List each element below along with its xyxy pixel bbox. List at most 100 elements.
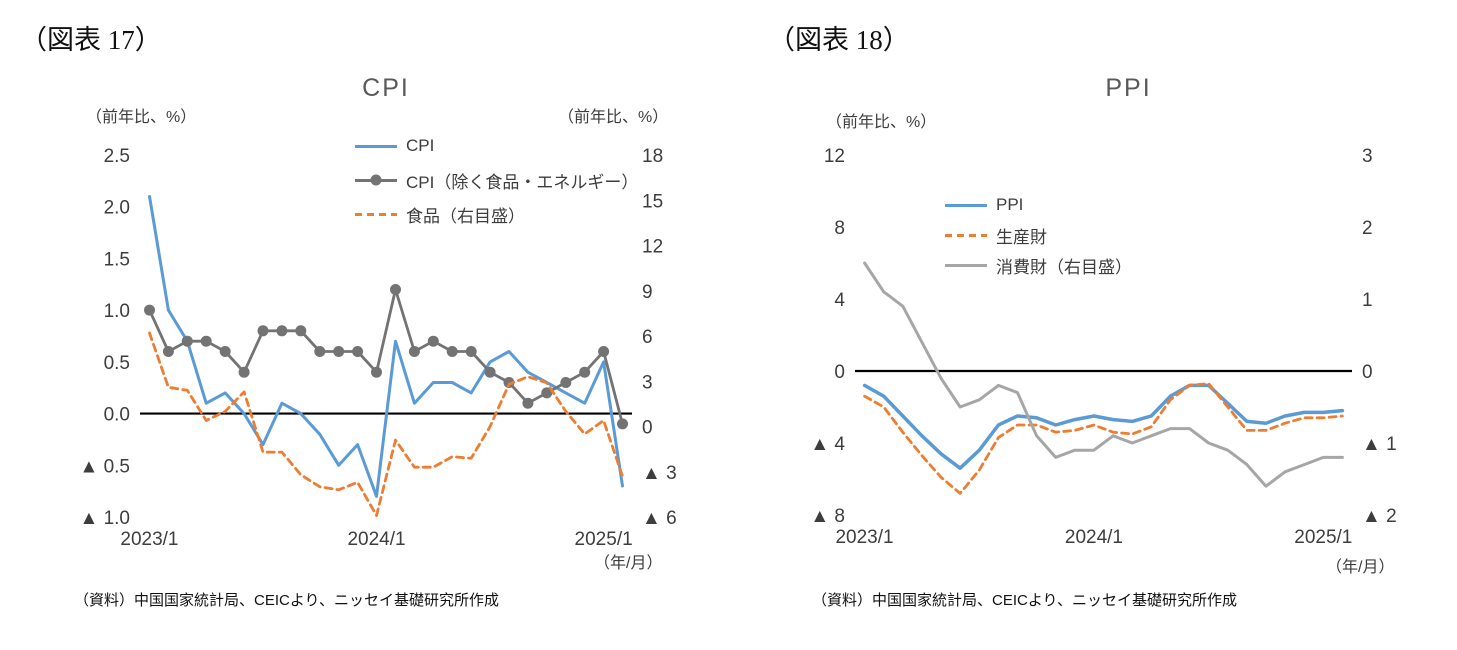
cpi-line [148, 194, 624, 498]
left-axis-tick: 1.0 [104, 301, 130, 322]
right-axis-tick: 6 [642, 327, 653, 348]
right-axis-tick: 15 [642, 191, 663, 212]
core-cpi-marker [408, 346, 420, 357]
figure-17-source: （資料）中国国家統計局、CEICより、ニッセイ基礎研究所作成 [74, 592, 499, 609]
legend-item-cpi: CPI [355, 136, 638, 156]
ppi-line-swatch-icon [945, 203, 987, 207]
core-cpi-marker [162, 346, 174, 357]
core-cpi-markers [144, 284, 628, 430]
core-cpi-marker [427, 335, 439, 347]
left-axis-tick: 12 [824, 146, 845, 167]
core-cpi-marker [617, 418, 628, 430]
right-axis-tick: ▲ 3 [642, 463, 677, 484]
producer-goods-line [863, 382, 1344, 495]
core-cpi-marker [579, 366, 591, 378]
core-cpi-line-swatch-icon [355, 178, 397, 182]
left-axis-tick: ▲ 1.0 [80, 508, 131, 529]
food-line-swatch-icon [355, 212, 397, 216]
core-cpi-marker [522, 397, 534, 409]
cpi-x-axis-unit-label: （年/月） [594, 555, 663, 572]
core-cpi-line [148, 288, 624, 426]
figure-18-panel: 12 8 4 0 ▲ 4 ▲ 8 3 2 1 0 ▲ 1 ▲ 2 2023/1 2024/1 2025/1 … [760, 0, 1457, 650]
right-axis-tick: 3 [642, 372, 653, 393]
right-axis-tick: ▲ 6 [642, 508, 677, 529]
consumer-goods-line [863, 261, 1344, 488]
right-axis-tick: 0 [642, 418, 653, 439]
right-axis-tick: 2 [1362, 218, 1373, 239]
left-axis-tick: ▲ 0.5 [80, 456, 131, 477]
core-cpi-marker [238, 366, 250, 378]
left-axis-tick: 2.5 [104, 146, 130, 167]
right-axis-tick: 0 [1362, 362, 1373, 383]
figure-18-source: （資料）中国国家統計局、CEICより、ニッセイ基礎研究所作成 [812, 592, 1237, 609]
ppi-x-axis-unit-label: （年/月） [1326, 559, 1395, 576]
core-cpi-marker [219, 346, 231, 357]
core-cpi-marker [295, 325, 307, 337]
right-axis-tick: 18 [642, 146, 663, 167]
legend-item-consumer-goods: 消費財（右目盛） [945, 255, 1132, 277]
legend-label-cpi: CPI [406, 136, 435, 155]
ppi-legend: PPI 生産財 消費財（右目盛） [945, 195, 1132, 277]
axis-tick-labels: 12 8 4 0 ▲ 4 ▲ 8 3 2 1 0 ▲ 1 ▲ 2 2023/1 2024/1 2025/1 [810, 146, 1396, 548]
x-axis-tick: 2025/1 [1294, 527, 1352, 548]
right-axis-tick: 3 [1362, 146, 1373, 167]
figure-17-label: （図表 17） [20, 25, 162, 55]
legend-item-ppi: PPI [945, 195, 1132, 215]
core-cpi-marker [484, 366, 496, 378]
right-axis-tick: 9 [642, 282, 653, 303]
right-axis-tick: 12 [642, 237, 663, 258]
core-cpi-marker [465, 346, 477, 357]
legend-item-core-cpi: CPI（除く食品・エネルギー） [355, 170, 639, 192]
legend-label-food: 食品（右目盛） [406, 206, 525, 226]
x-axis-tick: 2023/1 [835, 527, 893, 548]
ppi-left-axis-unit-label: （前年比、%） [826, 114, 937, 131]
x-axis-tick: 2023/1 [120, 529, 178, 550]
core-cpi-marker [560, 377, 572, 388]
legend-label-core-cpi: CPI（除く食品・エネルギー） [406, 172, 639, 192]
x-axis-tick: 2025/1 [575, 529, 633, 550]
x-axis-tick: 2024/1 [1065, 527, 1123, 548]
core-cpi-marker [390, 284, 401, 295]
left-axis-tick: 0.0 [104, 405, 130, 426]
axis-tick-labels: 2.5 2.0 1.5 1.0 0.5 0.0 ▲ 0.5 ▲ 1.0 18 15 12 9 6 3 0 ▲ … [80, 146, 677, 550]
legend-item-producer-goods: 生産財 [945, 225, 1132, 247]
right-axis-tick: ▲ 2 [1362, 506, 1397, 527]
core-cpi-marker [276, 325, 288, 337]
left-axis-tick: 2.0 [104, 198, 130, 219]
core-cpi-marker [371, 366, 382, 378]
core-cpi-marker [352, 346, 364, 357]
consumer-goods-line-swatch-icon [945, 263, 987, 267]
left-axis-tick: ▲ 8 [810, 506, 845, 527]
left-axis-tick: ▲ 4 [810, 434, 845, 455]
core-cpi-marker [503, 377, 515, 388]
figure-17-panel: 2.5 2.0 1.5 1.0 0.5 0.0 ▲ 0.5 ▲ 1.0 18 15 12 9 6 3 0 ▲ … [8, 0, 708, 650]
cpi-right-axis-unit-label: （前年比、%） [558, 109, 669, 126]
cpi-chart: 2.5 2.0 1.5 1.0 0.5 0.0 ▲ 0.5 ▲ 1.0 18 15 12 9 6 3 0 ▲ … [80, 146, 677, 550]
food-line [148, 331, 624, 517]
core-cpi-marker [446, 346, 458, 357]
cpi-left-axis-unit-label: （前年比、%） [86, 109, 197, 126]
legend-item-food: 食品（右目盛） [355, 204, 638, 226]
cpi-chart-title: CPI [362, 74, 410, 102]
ppi-chart-title: PPI [1105, 74, 1152, 102]
producer-goods-line-swatch-icon [945, 233, 987, 237]
core-cpi-marker [181, 335, 193, 347]
core-cpi-marker [598, 346, 610, 357]
legend-label-producer-goods: 生産財 [996, 227, 1047, 247]
right-axis-tick: ▲ 1 [1362, 434, 1397, 455]
left-axis-tick: 8 [834, 218, 845, 239]
left-axis-tick: 4 [834, 290, 845, 311]
core-cpi-marker [144, 304, 155, 316]
cpi-legend: CPI CPI（除く食品・エネルギー） 食品（右目盛） [355, 136, 639, 226]
left-axis-tick: 0.5 [104, 353, 130, 374]
ppi-line [862, 383, 1345, 470]
ppi-chart: 12 8 4 0 ▲ 4 ▲ 8 3 2 1 0 ▲ 1 ▲ 2 2023/1 2024/1 2025/1 [810, 146, 1396, 548]
core-cpi-marker [200, 335, 212, 347]
legend-label-consumer-goods: 消費財（右目盛） [996, 257, 1132, 277]
x-axis-tick: 2024/1 [347, 529, 405, 550]
core-cpi-marker [314, 346, 326, 357]
core-cpi-marker [333, 346, 345, 357]
figure-18-label: （図表 18） [768, 25, 910, 55]
right-axis-tick: 1 [1362, 290, 1373, 311]
cpi-line-swatch-icon [355, 144, 397, 148]
